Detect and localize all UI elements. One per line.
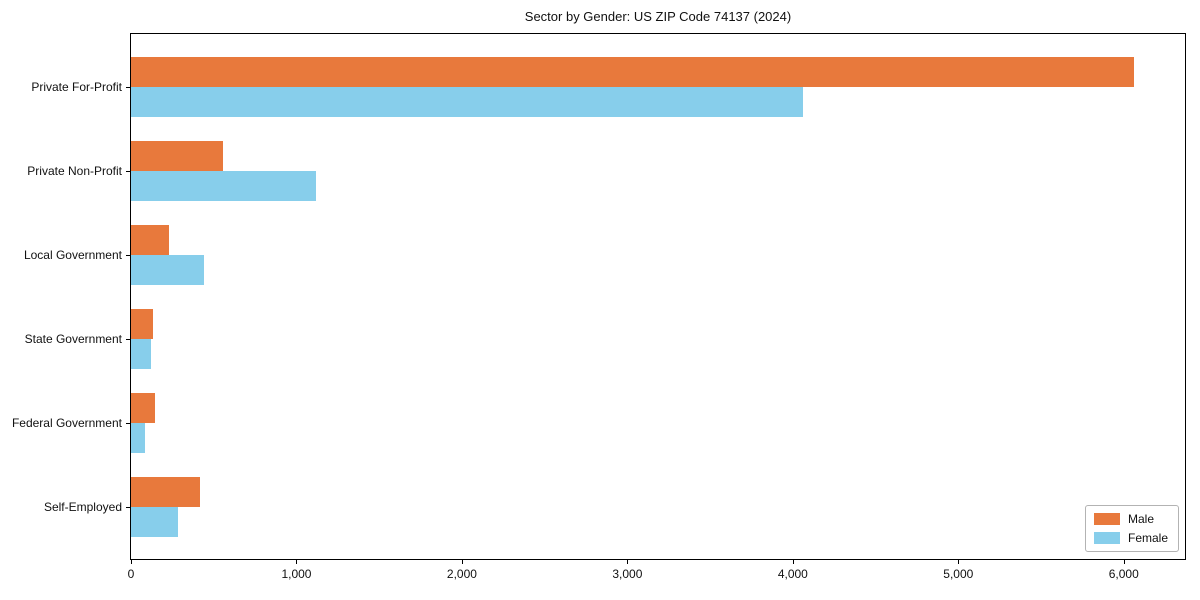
xtick-label-5000: 5,000 bbox=[943, 567, 974, 581]
xtick-mark bbox=[958, 559, 960, 564]
ytick-mark bbox=[126, 339, 131, 340]
bar-female-federal-government bbox=[131, 423, 145, 453]
xtick-label-4000: 4,000 bbox=[777, 567, 808, 581]
xtick-label-1000: 1,000 bbox=[281, 567, 312, 581]
bar-male-local-government bbox=[131, 225, 169, 255]
ytick-mark bbox=[126, 507, 131, 508]
xtick-mark bbox=[131, 559, 132, 564]
legend: Male Female bbox=[1084, 505, 1179, 552]
ytick-label-private-for-profit: Private For-Profit bbox=[31, 80, 122, 94]
ytick-mark bbox=[126, 171, 131, 172]
legend-entry-male: Male bbox=[1093, 512, 1168, 526]
bar-male-federal-government bbox=[131, 393, 155, 423]
legend-entry-female: Female bbox=[1093, 531, 1168, 545]
bar-female-self-employed bbox=[131, 507, 178, 537]
ytick-label-federal-government: Federal Government bbox=[11, 416, 122, 430]
male-series-swatch bbox=[1093, 513, 1120, 525]
ytick-mark bbox=[126, 87, 131, 88]
xtick-label-3000: 3,000 bbox=[612, 567, 643, 581]
bar-male-state-government bbox=[131, 309, 153, 339]
xtick-label-6000: 6,000 bbox=[1108, 567, 1139, 581]
bar-male-private-non-profit bbox=[131, 141, 223, 171]
ytick-label-state-government: State Government bbox=[24, 332, 122, 346]
bar-female-private-for-profit bbox=[131, 87, 803, 117]
xtick-mark bbox=[461, 559, 463, 564]
xtick-mark bbox=[1123, 559, 1125, 564]
ytick-mark bbox=[126, 255, 131, 256]
female-series-swatch bbox=[1093, 532, 1120, 544]
bar-female-private-non-profit bbox=[131, 171, 316, 201]
chart-title: Sector by Gender: US ZIP Code 74137 (202… bbox=[524, 9, 792, 24]
xtick-mark bbox=[792, 559, 794, 564]
bar-male-private-for-profit bbox=[131, 57, 1134, 87]
legend-label-male: Male bbox=[1127, 512, 1154, 526]
legend-label-female: Female bbox=[1127, 531, 1168, 545]
bar-male-self-employed bbox=[131, 477, 200, 507]
xtick-mark bbox=[296, 559, 298, 564]
xtick-mark bbox=[627, 559, 629, 564]
plot-area: Private For-Profit Private Non-Profit Loca… bbox=[12, 33, 1186, 581]
ytick-label-private-non-profit: Private Non-Profit bbox=[27, 164, 122, 178]
bar-female-state-government bbox=[131, 339, 151, 369]
ytick-label-local-government: Local Government bbox=[23, 248, 122, 262]
xtick-label-0: 0 bbox=[127, 567, 135, 581]
bar-female-local-government bbox=[131, 255, 204, 285]
ytick-label-self-employed: Self-Employed bbox=[43, 500, 122, 514]
xtick-label-2000: 2,000 bbox=[446, 567, 477, 581]
ytick-mark bbox=[126, 423, 131, 424]
